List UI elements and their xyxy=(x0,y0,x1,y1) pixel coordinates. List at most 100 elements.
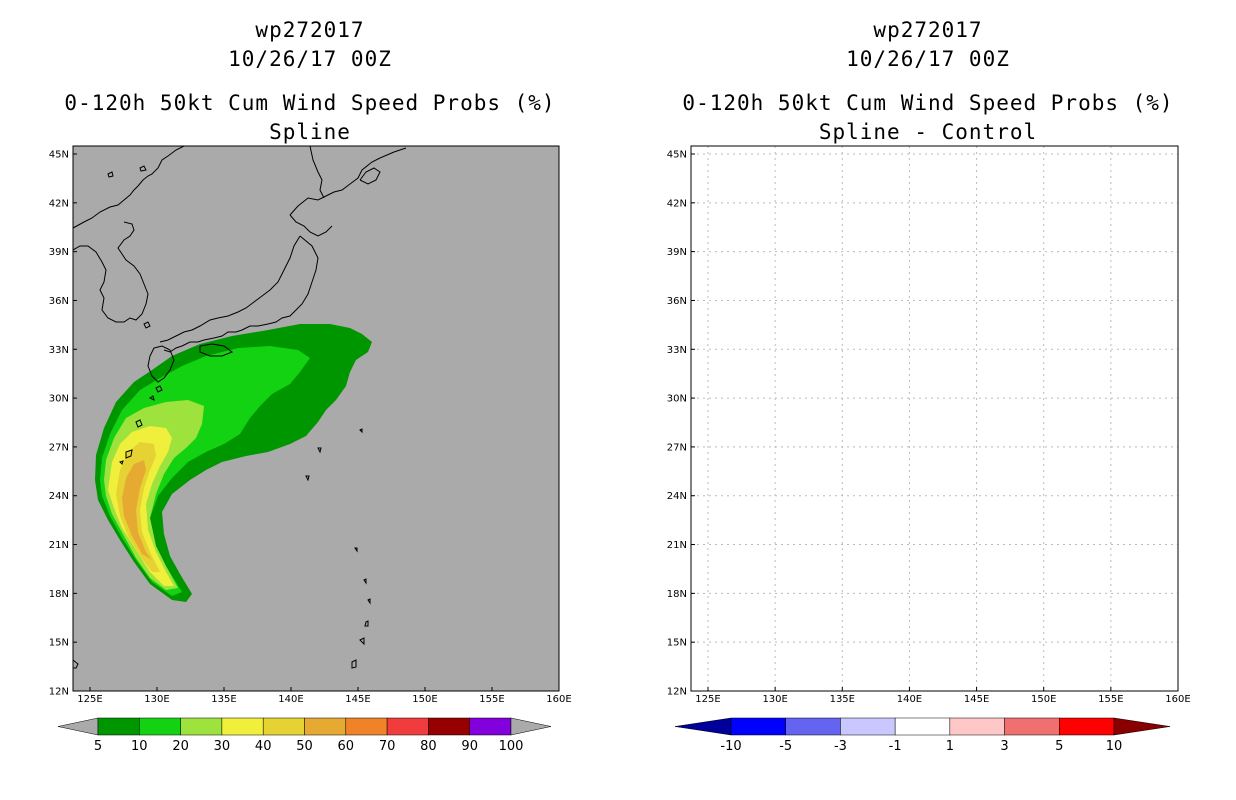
left-colorbar-label: 40 xyxy=(255,739,272,754)
right-colorbar-label: -10 xyxy=(720,739,741,754)
left-title-method: Spline xyxy=(269,120,351,144)
left-colorbar-swatch xyxy=(221,717,264,736)
right-lat-label: 39N xyxy=(667,247,687,258)
left-colorbar-swatch xyxy=(469,717,512,736)
left-colorbar-swatch xyxy=(97,717,140,736)
left-colorbar-label: 30 xyxy=(214,739,231,754)
left-colorbar-label: 100 xyxy=(499,739,524,754)
left-colorbar-label: 5 xyxy=(94,739,102,754)
contour-50 xyxy=(122,460,152,560)
left-title-product: 0-120h 50kt Cum Wind Speed Probs (%) xyxy=(64,91,556,115)
right-colorbar-swatch xyxy=(949,717,1005,736)
right-lon-label: 130E xyxy=(762,694,787,705)
right-colorbar-label: -1 xyxy=(889,739,902,754)
right-lat-label: 15N xyxy=(667,638,687,649)
left-probability-contours xyxy=(95,324,372,602)
left-lon-label: 130E xyxy=(144,694,169,705)
left-colorbar-swatch xyxy=(428,717,470,736)
right-colorbar-swatch xyxy=(1004,717,1060,736)
left-map-frame xyxy=(72,145,560,692)
left-lon-label: 145E xyxy=(345,694,370,705)
right-colorbar-under-triangle xyxy=(674,717,732,736)
left-lat-label: 12N xyxy=(49,687,69,698)
right-title-method: Spline - Control xyxy=(818,120,1038,144)
right-lat-label: 36N xyxy=(667,296,687,307)
right-map-background xyxy=(691,146,1178,691)
left-colorbar-swatch xyxy=(262,717,305,736)
left-lon-label: 150E xyxy=(412,694,437,705)
right-colorbar-swatch xyxy=(894,717,951,736)
right-colorbar: -10 -5 -3 -1 1 3 5 10 xyxy=(674,717,1171,754)
left-colorbar-label: 50 xyxy=(296,739,313,754)
right-title-product: 0-120h 50kt Cum Wind Speed Probs (%) xyxy=(682,91,1174,115)
left-colorbar-swatch xyxy=(386,717,429,736)
right-colorbar-label: -3 xyxy=(834,739,847,754)
left-colorbar-swatch xyxy=(139,717,181,736)
left-colorbar-label: 80 xyxy=(420,739,437,754)
left-lon-label: 160E xyxy=(546,694,571,705)
right-lat-label: 24N xyxy=(667,491,687,502)
right-lat-label: 18N xyxy=(667,589,687,600)
right-colorbar-label: 10 xyxy=(1106,739,1123,754)
left-lon-label: 125E xyxy=(77,694,102,705)
right-lat-label: 21N xyxy=(667,540,687,551)
right-colorbar-over-triangle xyxy=(1113,717,1171,736)
left-colorbar-label: 10 xyxy=(131,739,148,754)
left-axis-ticks: 45N 42N 39N 36N 33N 30N 27N 24N 21N 18N 15N 12N 125E… xyxy=(49,150,572,706)
right-lat-label: 27N xyxy=(667,442,687,453)
left-colorbar-label: 20 xyxy=(172,739,189,754)
left-lat-label: 30N xyxy=(49,394,69,405)
right-map-frame xyxy=(690,145,1179,692)
right-title-id: wp272017 xyxy=(873,18,983,42)
left-title-date: 10/26/17 00Z xyxy=(228,47,392,71)
right-lon-label: 125E xyxy=(695,694,720,705)
right-lat-label: 45N xyxy=(667,150,687,161)
left-lon-label: 155E xyxy=(479,694,504,705)
right-lon-label: 140E xyxy=(897,694,922,705)
left-lon-label: 140E xyxy=(278,694,303,705)
right-lon-label: 160E xyxy=(1165,694,1190,705)
left-colorbar-swatch xyxy=(345,717,388,736)
right-colorbar-label: -5 xyxy=(779,739,792,754)
left-lat-label: 24N xyxy=(49,491,69,502)
right-lon-label: 150E xyxy=(1031,694,1056,705)
left-colorbar-swatch xyxy=(304,717,347,736)
left-lat-label: 18N xyxy=(49,589,69,600)
right-lon-label: 145E xyxy=(964,694,989,705)
right-map: 45N 42N 39N 36N 33N 30N 27N 24N 21N 18N 15N 12N 125E… xyxy=(667,145,1191,706)
right-lat-label: 42N xyxy=(667,198,687,209)
left-colorbar: 5 10 20 30 40 50 60 70 80 90 100 xyxy=(57,717,552,754)
left-lat-label: 21N xyxy=(49,540,69,551)
right-colorbar-label: 5 xyxy=(1055,739,1063,754)
right-colorbar-swatch xyxy=(1059,717,1115,736)
right-lat-label: 30N xyxy=(667,394,687,405)
left-lat-label: 15N xyxy=(49,638,69,649)
left-lat-label: 45N xyxy=(49,150,69,161)
right-colorbar-label: 3 xyxy=(1000,739,1008,754)
right-lat-label: 12N xyxy=(667,687,687,698)
left-lat-label: 33N xyxy=(49,345,69,356)
right-colorbar-swatch xyxy=(840,717,896,736)
right-colorbar-swatch xyxy=(785,717,841,736)
right-axis-ticks: 45N 42N 39N 36N 33N 30N 27N 24N 21N 18N 15N 12N 125E… xyxy=(667,150,1191,706)
left-lat-label: 36N xyxy=(49,296,69,307)
left-lat-label: 27N xyxy=(49,442,69,453)
right-colorbar-swatch xyxy=(730,717,786,736)
left-title-id: wp272017 xyxy=(255,18,365,42)
contour-40 xyxy=(116,442,160,572)
left-colorbar-over-triangle xyxy=(510,717,552,736)
left-lon-label: 135E xyxy=(211,694,236,705)
right-title-date: 10/26/17 00Z xyxy=(846,47,1010,71)
left-colorbar-label: 70 xyxy=(379,739,396,754)
left-map: 45N 42N 39N 36N 33N 30N 27N 24N 21N 18N 15N 12N 125E… xyxy=(49,145,572,706)
right-lon-label: 135E xyxy=(830,694,855,705)
left-colorbar-under-triangle xyxy=(57,717,99,736)
left-colorbar-label: 90 xyxy=(461,739,478,754)
right-lon-label: 155E xyxy=(1098,694,1123,705)
left-colorbar-label: 60 xyxy=(338,739,355,754)
right-colorbar-label: 1 xyxy=(946,739,954,754)
right-lat-label: 33N xyxy=(667,345,687,356)
left-lat-label: 39N xyxy=(49,247,69,258)
left-lat-label: 42N xyxy=(49,198,69,209)
